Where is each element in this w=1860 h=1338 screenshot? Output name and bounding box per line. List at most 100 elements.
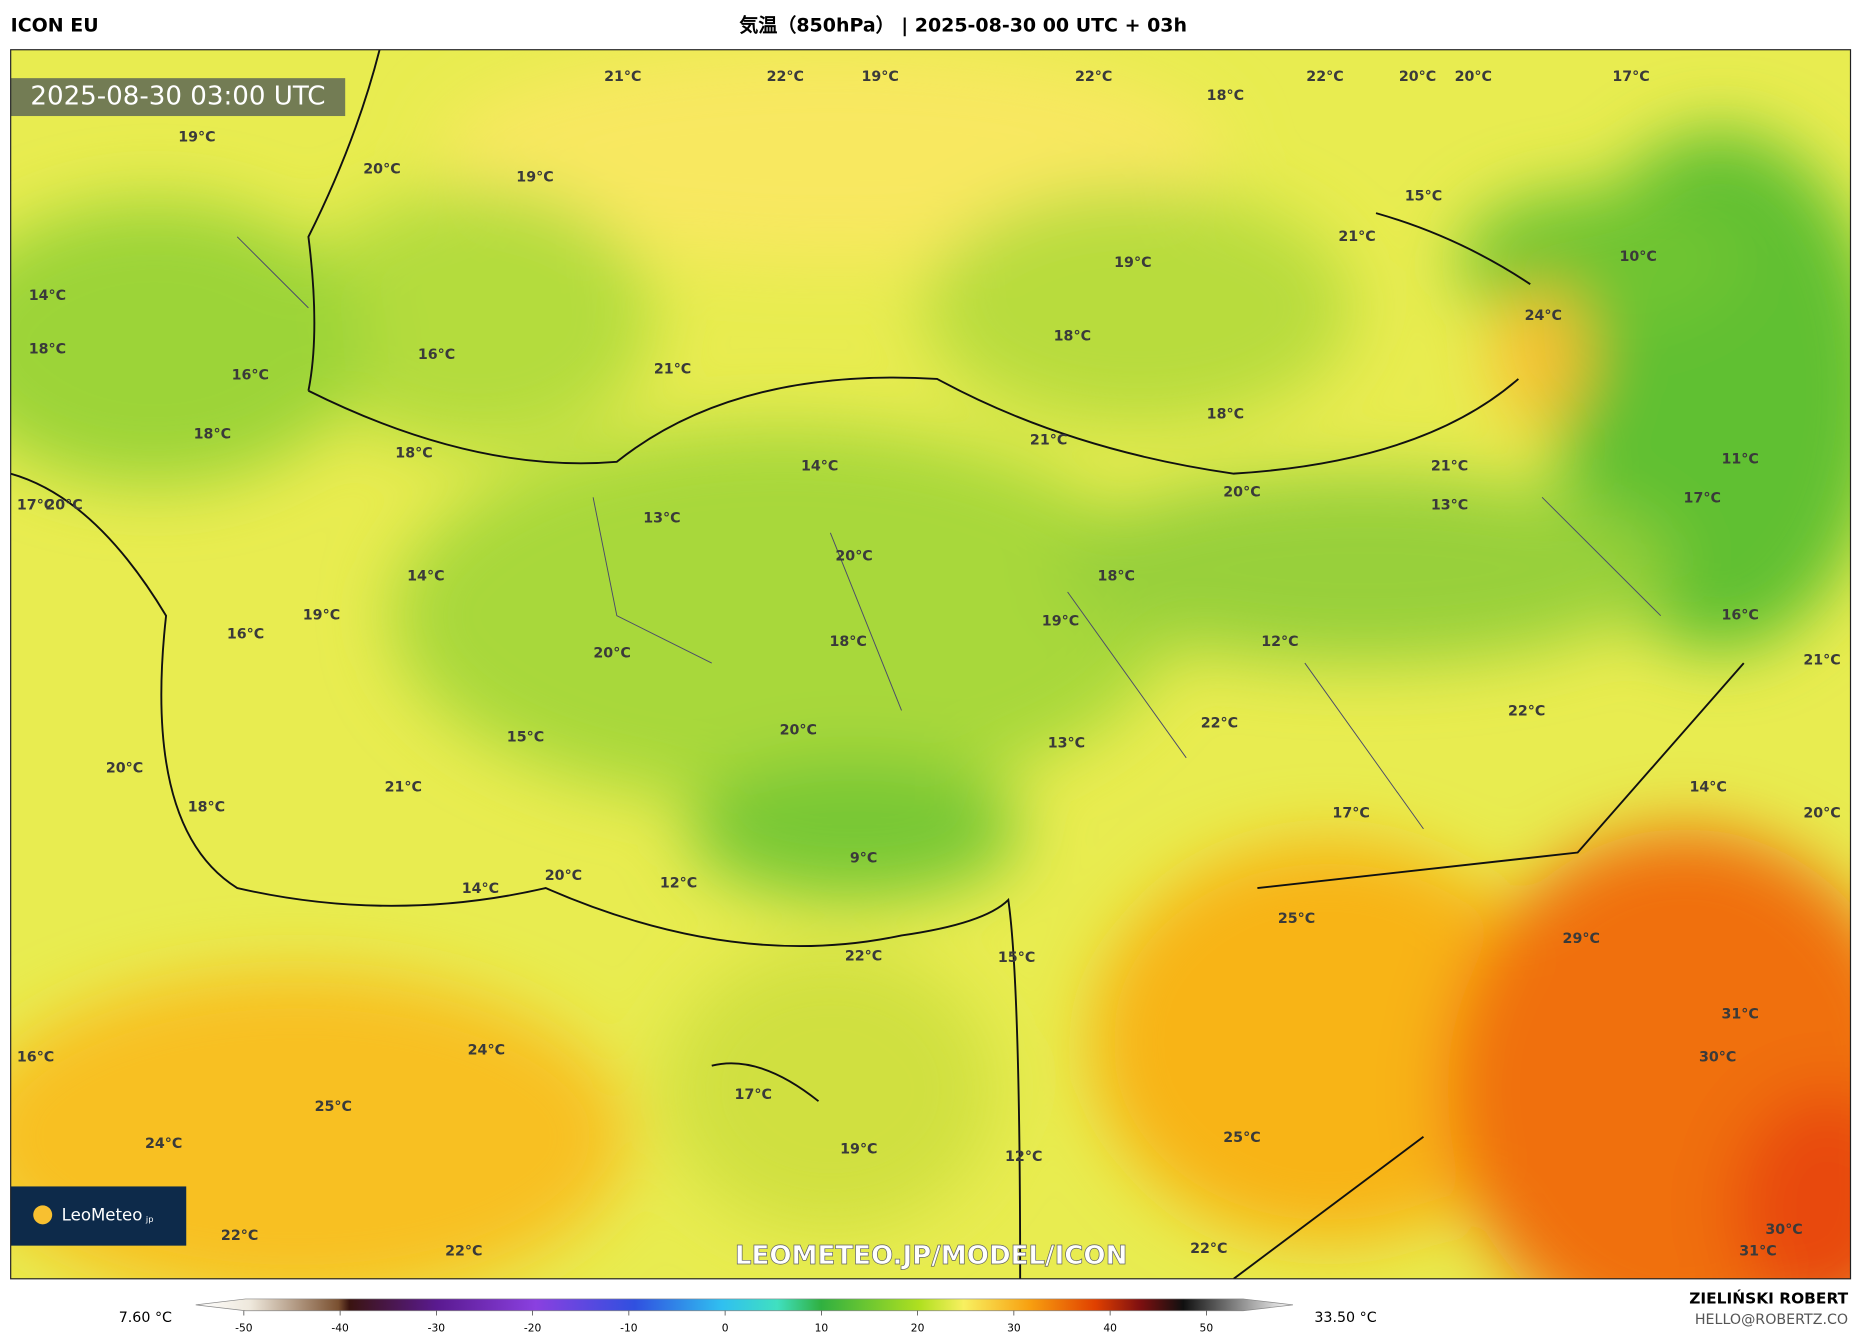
temperature-label: 24°C bbox=[1525, 308, 1562, 324]
temperature-label: 14°C bbox=[407, 569, 444, 585]
temperature-label: 30°C bbox=[1699, 1049, 1736, 1065]
temperature-label: 31°C bbox=[1739, 1244, 1776, 1260]
temperature-label: 18°C bbox=[29, 341, 66, 357]
model-name: ICON EU bbox=[11, 15, 99, 37]
colorbar bbox=[195, 1298, 1294, 1312]
colorbar-tick-label: 50 bbox=[1200, 1322, 1214, 1335]
temperature-label: 21°C bbox=[385, 779, 422, 795]
temperature-label: 19°C bbox=[1114, 255, 1151, 271]
temperature-label: 12°C bbox=[1261, 634, 1298, 650]
temperature-label: 20°C bbox=[593, 646, 630, 662]
temperature-label: 15°C bbox=[507, 730, 544, 746]
logo: LeoMeteo bbox=[62, 1206, 143, 1225]
temperature-label: 20°C bbox=[1399, 69, 1436, 85]
temperature-label: 12°C bbox=[1005, 1149, 1042, 1165]
temperature-label: 19°C bbox=[1042, 614, 1079, 630]
watermark: LEOMETEO.JP/MODEL/ICON bbox=[735, 1241, 1127, 1271]
temperature-label: 11°C bbox=[1722, 451, 1759, 467]
author: ZIELIŃSKI ROBERT bbox=[1689, 1288, 1848, 1307]
temperature-label: 16°C bbox=[232, 367, 269, 383]
temperature-label: 13°C bbox=[1048, 736, 1085, 752]
temperature-label: 13°C bbox=[643, 511, 680, 527]
temperature-label: 18°C bbox=[1207, 406, 1244, 422]
temperature-label: 18°C bbox=[829, 634, 866, 650]
temperature-label: 20°C bbox=[106, 760, 143, 776]
colorbar-tick-label: -30 bbox=[428, 1322, 446, 1335]
temperature-label: 22°C bbox=[845, 949, 882, 965]
temperature-label: 25°C bbox=[315, 1099, 352, 1115]
temperature-label: 20°C bbox=[545, 868, 582, 884]
temperature-label: 24°C bbox=[145, 1136, 182, 1152]
temperature-label: 21°C bbox=[1803, 653, 1840, 669]
colorbar-min: 7.60 °C bbox=[119, 1310, 172, 1326]
temperature-label: 20°C bbox=[1455, 69, 1492, 85]
temperature-label: 30°C bbox=[1765, 1222, 1802, 1238]
temperature-label: 20°C bbox=[1803, 805, 1840, 821]
temperature-label: 16°C bbox=[17, 1049, 54, 1065]
temperature-label: 14°C bbox=[29, 288, 66, 304]
temperature-label: 25°C bbox=[1223, 1130, 1260, 1146]
map-frame bbox=[10, 49, 1852, 1280]
temperature-label: 15°C bbox=[1405, 189, 1442, 205]
temperature-label: 22°C bbox=[221, 1228, 258, 1244]
temperature-label: 20°C bbox=[45, 498, 82, 514]
temperature-label: 17°C bbox=[1684, 491, 1721, 507]
temperature-label: 20°C bbox=[363, 161, 400, 177]
colorbar-tick-label: 20 bbox=[911, 1322, 925, 1335]
temperature-label: 16°C bbox=[227, 627, 264, 643]
temperature-label: 18°C bbox=[395, 446, 432, 462]
temperature-label: 22°C bbox=[1190, 1241, 1227, 1257]
temperature-label: 18°C bbox=[1098, 569, 1135, 585]
temperature-label: 21°C bbox=[1030, 432, 1067, 448]
temperature-label: 10°C bbox=[1619, 249, 1656, 265]
colorbar-tick-label: 30 bbox=[1007, 1322, 1021, 1335]
colorbar-max: 33.50 °C bbox=[1314, 1310, 1376, 1326]
temperature-label: 22°C bbox=[1201, 715, 1238, 731]
temperature-label: 17°C bbox=[1612, 69, 1649, 85]
temperature-label: 18°C bbox=[194, 427, 231, 443]
colorbar-tick-label: 0 bbox=[722, 1322, 729, 1335]
temperature-label: 14°C bbox=[1689, 779, 1726, 795]
temperature-label: 18°C bbox=[1054, 328, 1091, 344]
colorbar-tick-label: -50 bbox=[235, 1322, 253, 1335]
temperature-label: 18°C bbox=[1207, 88, 1244, 104]
temperature-label: 22°C bbox=[445, 1244, 482, 1260]
temperature-label: 21°C bbox=[1338, 229, 1375, 245]
temperature-label: 14°C bbox=[801, 459, 838, 475]
temperature-label: 21°C bbox=[604, 69, 641, 85]
temperature-label: 14°C bbox=[462, 881, 499, 897]
colorbar-ticks: -50 -40 -30 -20 -10 0 10 20 30 40 50 bbox=[235, 1310, 1214, 1335]
temperature-label: 16°C bbox=[418, 347, 455, 363]
colorbar-tick-label: 40 bbox=[1103, 1322, 1117, 1335]
email: HELLO@ROBERTZ.CO bbox=[1695, 1312, 1848, 1328]
temperature-label: 17°C bbox=[735, 1087, 772, 1103]
temperature-label: 13°C bbox=[1431, 498, 1468, 514]
map-title: 気温（850hPa） | 2025-08-30 00 UTC + 03h bbox=[739, 14, 1187, 37]
temperature-label: 22°C bbox=[767, 69, 804, 85]
temperature-label: 29°C bbox=[1563, 931, 1600, 947]
temperature-label: 9°C bbox=[850, 850, 877, 866]
colorbar-tick-label: -10 bbox=[620, 1322, 638, 1335]
temperature-label: 21°C bbox=[1431, 459, 1468, 475]
temperature-labels: 21°C 22°C 19°C 22°C18°C22°C 20°C 20°C 17°C19°C… bbox=[17, 69, 1841, 1260]
temperature-label: 19°C bbox=[840, 1142, 877, 1158]
temperature-label: 16°C bbox=[1722, 608, 1759, 624]
temperature-label: 31°C bbox=[1722, 1007, 1759, 1023]
temperature-label: 25°C bbox=[1278, 911, 1315, 927]
map: 2025-08-30 03:00 UTC LeoMeteo jp LEOMETE… bbox=[10, 49, 1851, 1279]
temperature-label: 12°C bbox=[660, 875, 697, 891]
temperature-label: 22°C bbox=[1508, 704, 1545, 720]
logo-suffix: jp bbox=[145, 1214, 154, 1224]
temperature-label: 20°C bbox=[780, 723, 817, 739]
temperature-label: 19°C bbox=[178, 129, 215, 145]
colorbar-tick-label: 10 bbox=[815, 1322, 829, 1335]
temperature-label: 17°C bbox=[17, 498, 54, 514]
temperature-label: 20°C bbox=[1223, 485, 1260, 501]
colorbar-tick-label: -40 bbox=[331, 1322, 349, 1335]
temperature-label: 24°C bbox=[468, 1042, 505, 1058]
temperature-label: 19°C bbox=[861, 69, 898, 85]
temperature-label: 19°C bbox=[516, 170, 553, 186]
temperature-label: 19°C bbox=[303, 608, 340, 624]
